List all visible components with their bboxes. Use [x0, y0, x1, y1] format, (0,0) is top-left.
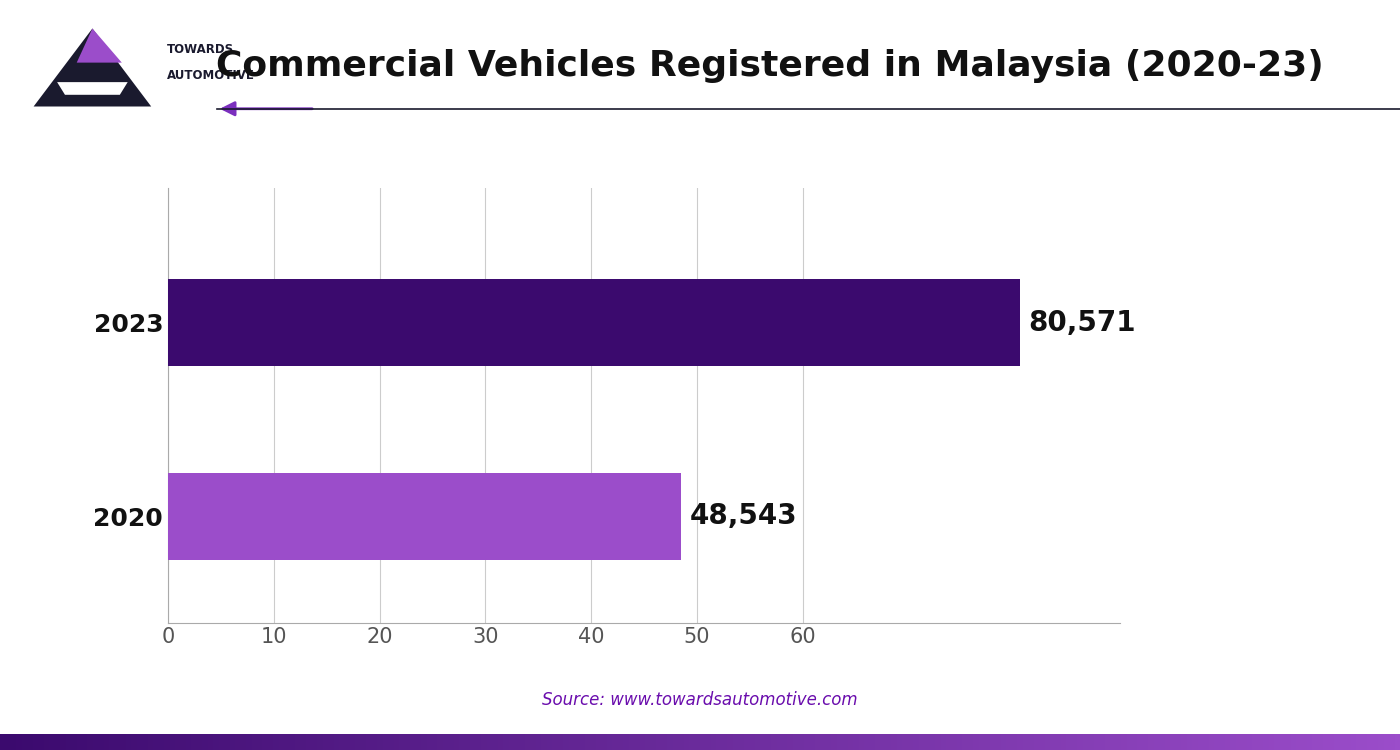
Text: 48,543: 48,543	[690, 503, 798, 530]
Text: Commercial Vehicles Registered in Malaysia (2020-23): Commercial Vehicles Registered in Malays…	[216, 49, 1324, 82]
Polygon shape	[77, 28, 122, 63]
Polygon shape	[34, 28, 151, 106]
Bar	[168, 472, 682, 560]
Bar	[168, 279, 1021, 366]
Text: TOWARDS: TOWARDS	[167, 44, 234, 56]
Polygon shape	[57, 82, 127, 94]
Text: Source: www.towardsautomotive.com: Source: www.towardsautomotive.com	[542, 691, 858, 709]
Text: 80,571: 80,571	[1029, 309, 1137, 337]
Text: AUTOMOTIVE: AUTOMOTIVE	[167, 69, 255, 82]
